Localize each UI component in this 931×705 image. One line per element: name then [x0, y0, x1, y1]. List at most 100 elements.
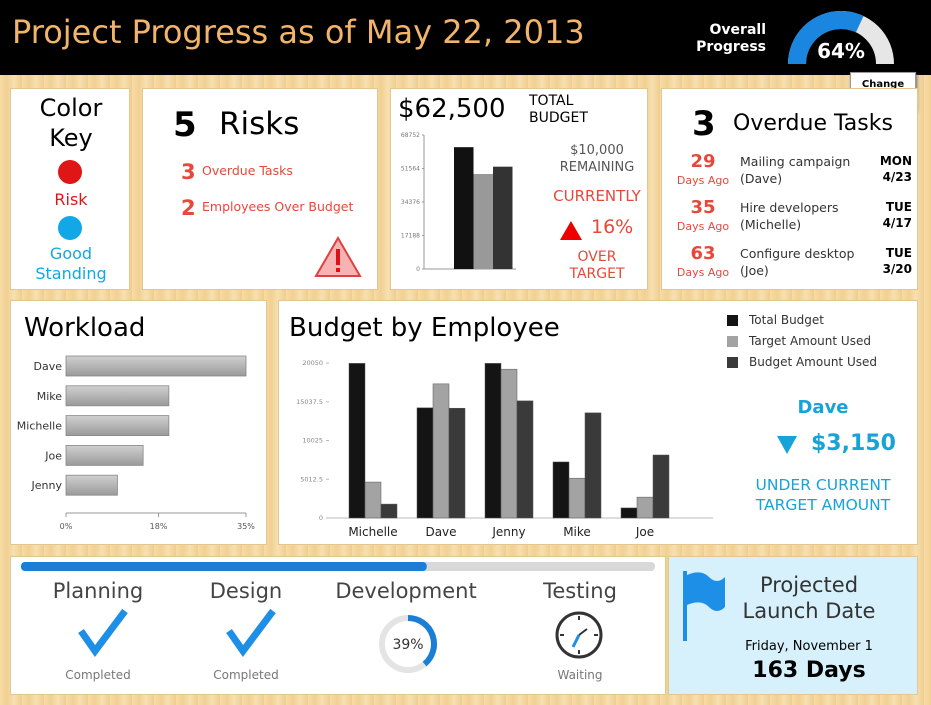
legend-swatch [727, 315, 738, 326]
legend-swatch [727, 357, 738, 368]
legend-label: Budget Amount Used [749, 355, 877, 369]
y-tick-label: 20050 [302, 359, 323, 367]
legend-swatch [727, 336, 738, 347]
phase-status: Completed [65, 668, 131, 682]
bar [500, 368, 518, 519]
color-key-title: Color Key [39, 94, 103, 152]
y-tick-label: 0 [416, 266, 420, 273]
flag-icon [683, 571, 725, 641]
workload-chart: Dave Mike Michelle Joe Jenny 0% 18% 35% [17, 355, 255, 531]
budget-amount: $62,500 [398, 94, 506, 124]
bar [65, 385, 170, 407]
budget-over: OVER TARGET [569, 249, 625, 282]
risk-item-count: 2 [181, 196, 196, 220]
y-tick-label: 15037.5 [296, 398, 323, 406]
check-icon [226, 608, 276, 657]
x-tick-label: Dave [425, 525, 456, 539]
up-triangle [560, 221, 582, 240]
x-tick-label: Jenny [491, 525, 525, 539]
phase-name: Testing [543, 579, 617, 603]
overdue-count: 3 [692, 104, 716, 144]
down-triangle [777, 436, 797, 454]
callout-text: UNDER CURRENT TARGET AMOUNT [755, 476, 891, 514]
phase-status: Waiting [557, 668, 603, 682]
y-tick-label: Jenny [31, 479, 63, 492]
x-tick-label: 18% [150, 522, 168, 531]
y-tick-label: 51564 [401, 166, 420, 173]
risks-title: Risks [219, 106, 300, 142]
task-date: 4/17 [882, 216, 912, 230]
bar [65, 355, 247, 377]
bar [620, 507, 638, 519]
bar [65, 445, 144, 466]
callout-amount: $3,150 [811, 431, 896, 456]
task-date: 4/23 [882, 170, 912, 184]
phase-status: Completed [213, 668, 279, 682]
bar [484, 363, 502, 519]
task-days: 29 [690, 151, 716, 172]
callout-name: Dave [797, 397, 849, 418]
color-key-dots [58, 160, 82, 240]
clock-icon [555, 611, 603, 659]
risk-label: Risk [54, 190, 88, 209]
employee-panel: Budget by Employee 0 5012.5 10025 15037.5 20… [278, 300, 918, 545]
y-tick-label: 10025 [302, 437, 323, 445]
budget-chart: 0 17188 34376 51564 68752 [401, 132, 516, 273]
task-days: 63 [690, 243, 716, 264]
overdue-title: Overdue Tasks [733, 111, 893, 136]
phase-name: Design [209, 579, 283, 603]
bar [364, 481, 382, 519]
y-tick-label: Joe [44, 449, 62, 462]
progress-label: 39% [392, 637, 423, 653]
task-date: 3/20 [882, 262, 912, 276]
task-days-label: Days Ago [676, 266, 730, 279]
launch-title: Projected Launch Date [742, 573, 876, 623]
bar [516, 400, 534, 519]
x-tick-label: Mike [563, 525, 591, 539]
risk-item-label: Employees Over Budget [202, 199, 354, 214]
launch-date: Friday, November 1 [745, 639, 873, 654]
bar [416, 407, 434, 519]
task-days: 35 [690, 197, 716, 218]
overall-label: Overall Progress [696, 22, 766, 55]
x-tick-label: 0% [60, 522, 73, 531]
bar [473, 173, 493, 269]
y-tick-label: 68752 [401, 132, 420, 139]
budget-label: TOTAL BUDGET [529, 93, 588, 126]
good-dot [58, 216, 82, 240]
bar [552, 461, 570, 519]
chart-title: Workload [24, 313, 146, 343]
header-bar [0, 0, 931, 75]
bar [568, 477, 586, 519]
task-name: Mailing campaign (Dave) [740, 154, 851, 186]
y-tick-label: 0 [319, 514, 323, 522]
y-tick-label: 34376 [401, 199, 420, 206]
y-tick-label: Dave [34, 360, 63, 373]
task-days-label: Days Ago [676, 220, 730, 233]
risk-item-count: 3 [181, 160, 196, 184]
launch-days: 163 Days [752, 658, 866, 683]
risk-item-label: Overdue Tasks [202, 163, 293, 178]
bar [636, 496, 654, 519]
chart-title: Budget by Employee [289, 313, 560, 343]
phases-graphic: 39% [21, 562, 655, 673]
progress-fill [21, 562, 427, 571]
bar [652, 454, 670, 519]
bar [454, 147, 474, 269]
y-tick-label: 5012.5 [300, 475, 323, 483]
gauge-label: 64% [817, 39, 865, 63]
budget-percent: 16% [591, 216, 634, 238]
launch-panel: Projected Launch Date Friday, November 1… [668, 556, 918, 695]
phase-name: Development [335, 579, 477, 603]
risks-panel: 5 Risks 3 Overdue Tasks 2 Employees Over… [142, 88, 378, 290]
progress-arc [407, 615, 437, 667]
bar [65, 415, 170, 436]
warning-icon [314, 236, 362, 277]
x-tick-label: Joe [635, 525, 654, 539]
task-day: MON [879, 154, 912, 168]
risk-dot [58, 160, 82, 184]
progress-gauge: 64% [788, 11, 894, 65]
task-name: Hire developers (Michelle) [740, 200, 839, 232]
budget-panel: $62,500 TOTAL BUDGET 0 17188 34376 51564 687… [390, 88, 648, 290]
